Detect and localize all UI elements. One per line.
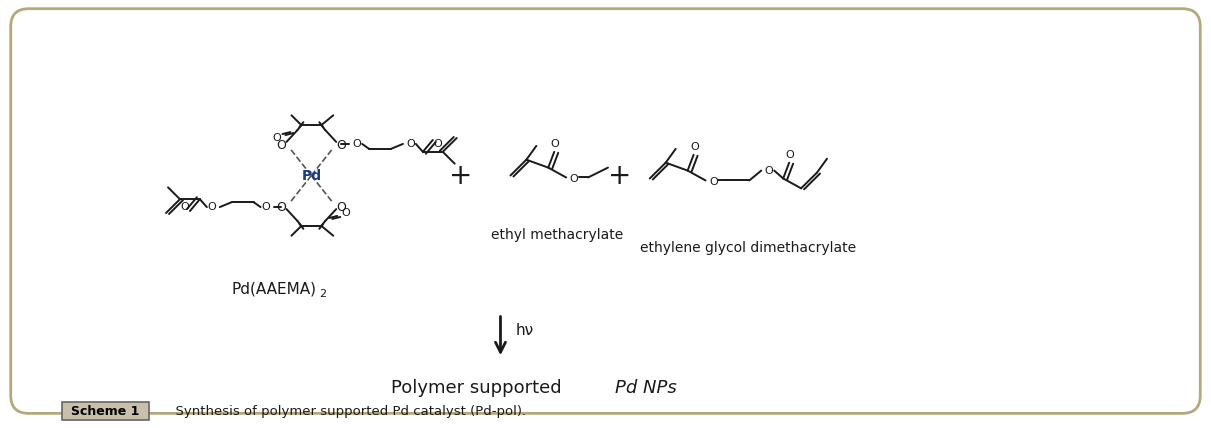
Text: O: O xyxy=(690,142,699,152)
Text: +: + xyxy=(449,161,472,190)
Text: O: O xyxy=(352,139,362,149)
Text: O: O xyxy=(272,133,281,143)
Text: O: O xyxy=(434,139,442,149)
Text: O: O xyxy=(765,166,774,175)
Text: O: O xyxy=(710,178,718,187)
Text: O: O xyxy=(262,202,270,212)
Text: Pd(AAEMA): Pd(AAEMA) xyxy=(231,282,317,297)
FancyBboxPatch shape xyxy=(62,401,149,420)
FancyBboxPatch shape xyxy=(11,9,1200,413)
Text: O: O xyxy=(342,208,350,218)
Text: Polymer supported: Polymer supported xyxy=(391,379,568,397)
Text: O: O xyxy=(407,139,415,149)
Text: O: O xyxy=(207,202,217,212)
Text: O: O xyxy=(276,201,287,214)
Text: O: O xyxy=(337,201,346,214)
Text: +: + xyxy=(608,161,632,190)
Text: O: O xyxy=(551,139,559,149)
Text: ethyl methacrylate: ethyl methacrylate xyxy=(490,228,622,242)
Text: Scheme 1: Scheme 1 xyxy=(71,405,139,418)
Text: Pd NPs: Pd NPs xyxy=(615,379,677,397)
Text: O: O xyxy=(786,150,794,160)
Text: Synthesis of polymer supported Pd catalyst (Pd-pol).: Synthesis of polymer supported Pd cataly… xyxy=(167,405,526,418)
Text: O: O xyxy=(276,140,287,152)
Text: O: O xyxy=(569,175,579,184)
Text: ethylene glycol dimethacrylate: ethylene glycol dimethacrylate xyxy=(639,241,856,255)
Text: 2: 2 xyxy=(320,289,327,299)
Text: O: O xyxy=(337,140,346,152)
Text: Pd: Pd xyxy=(302,169,321,182)
Text: hν: hν xyxy=(516,323,534,338)
Text: O: O xyxy=(180,202,189,212)
